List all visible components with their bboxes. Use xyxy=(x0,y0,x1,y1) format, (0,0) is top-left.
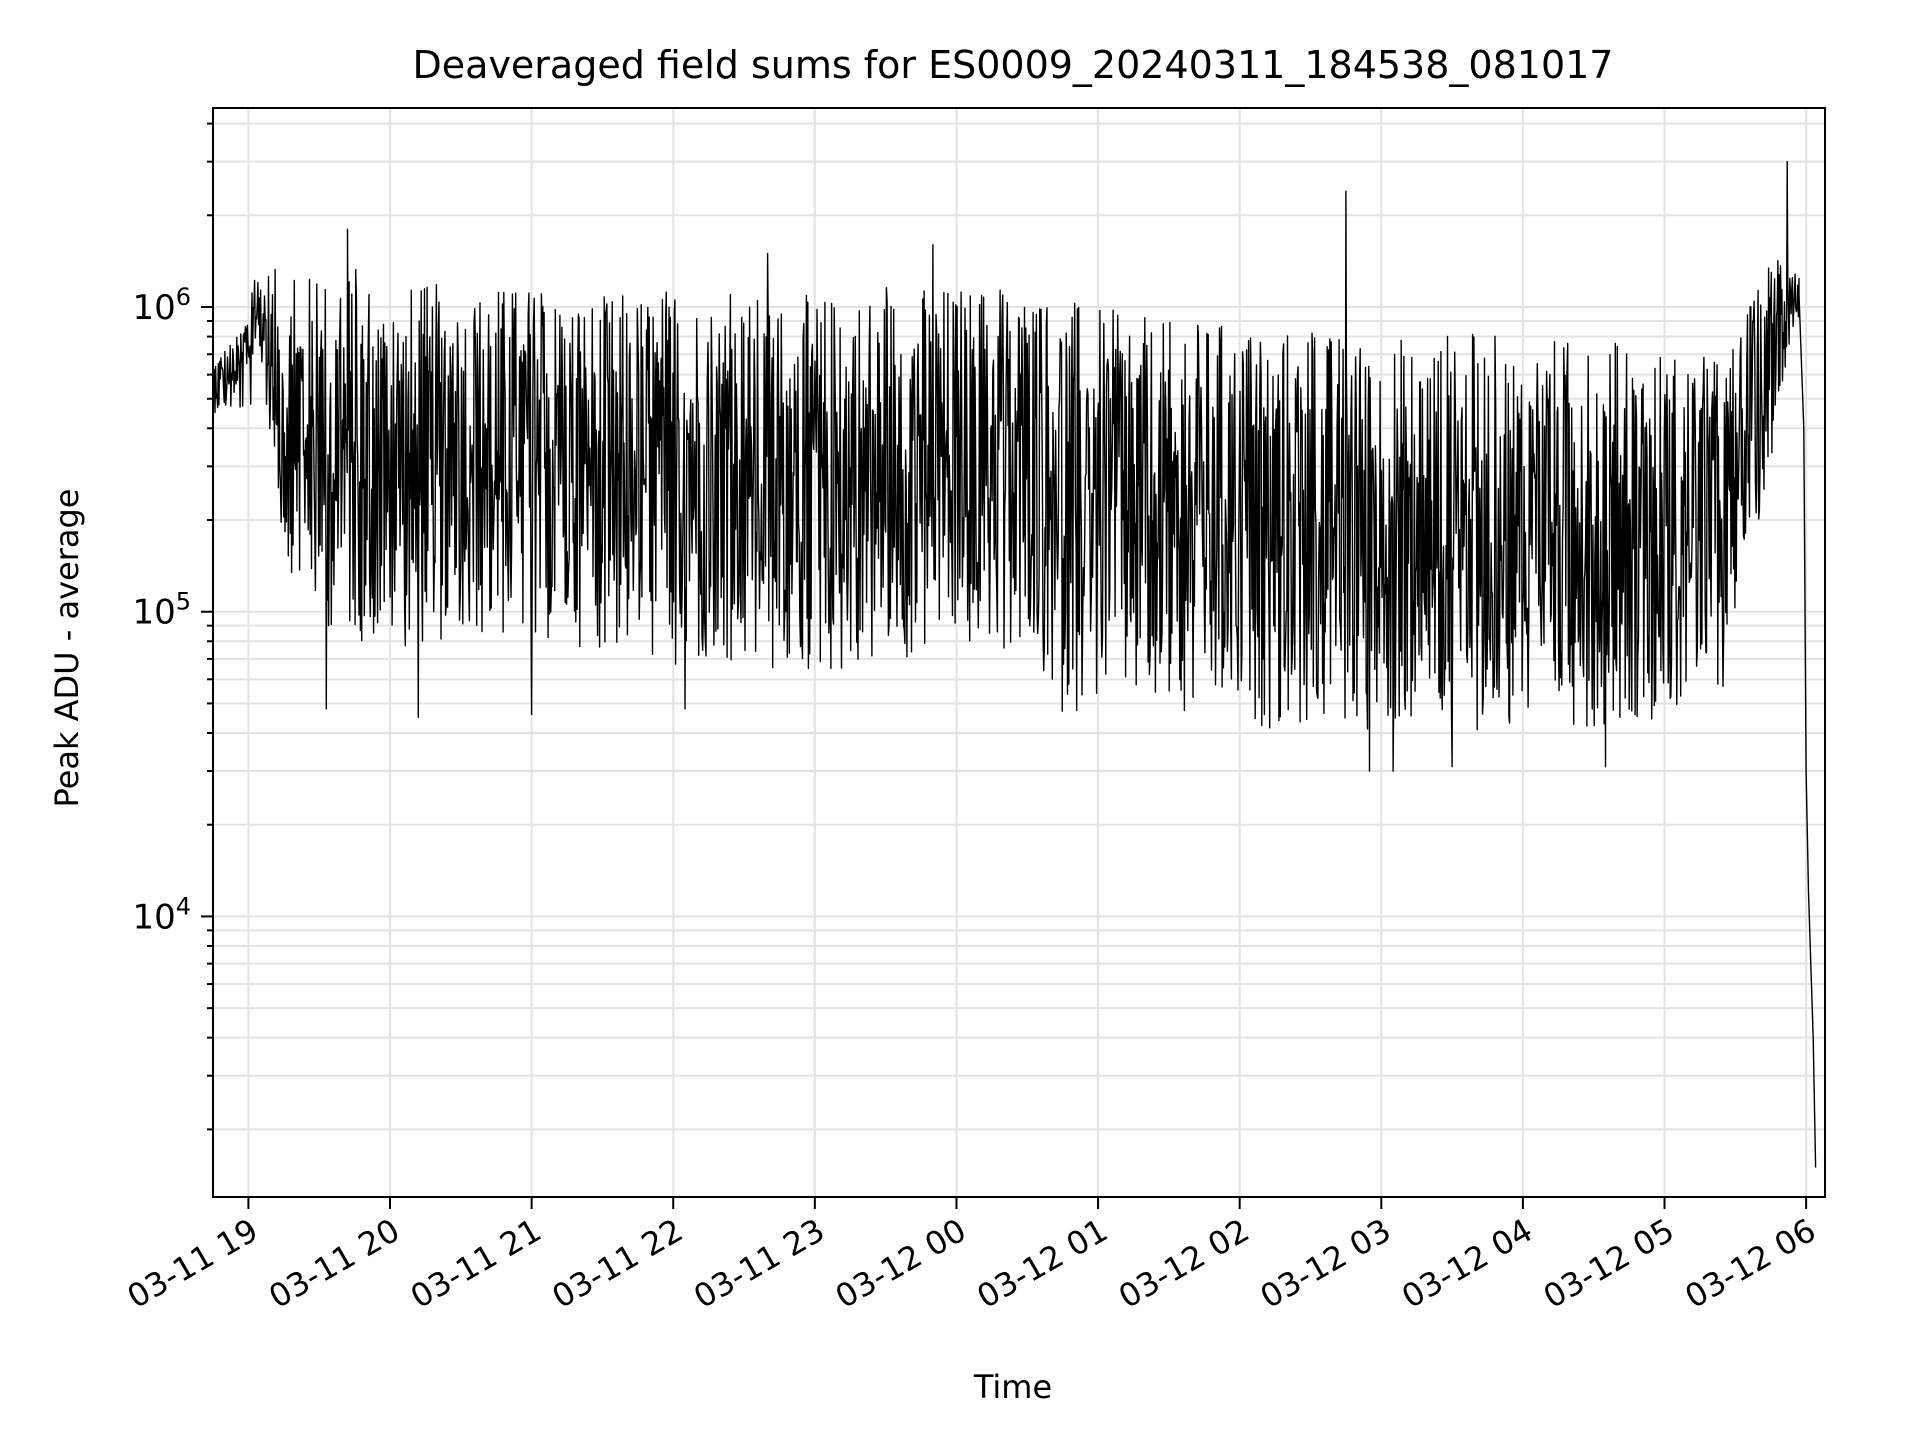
y-tick-label: 106 xyxy=(132,283,191,328)
y-tick-label: 105 xyxy=(132,588,191,633)
series-line xyxy=(212,161,1817,1168)
y-axis-label: Peak ADU - average xyxy=(48,489,86,808)
plot-frame xyxy=(212,107,1826,1198)
y-tick-label: 104 xyxy=(132,892,191,937)
x-axis-label: Time xyxy=(973,1368,1052,1406)
series-trace xyxy=(212,161,1817,1168)
chart-title: Deaveraged field sums for ES0009_2024031… xyxy=(413,43,1614,87)
